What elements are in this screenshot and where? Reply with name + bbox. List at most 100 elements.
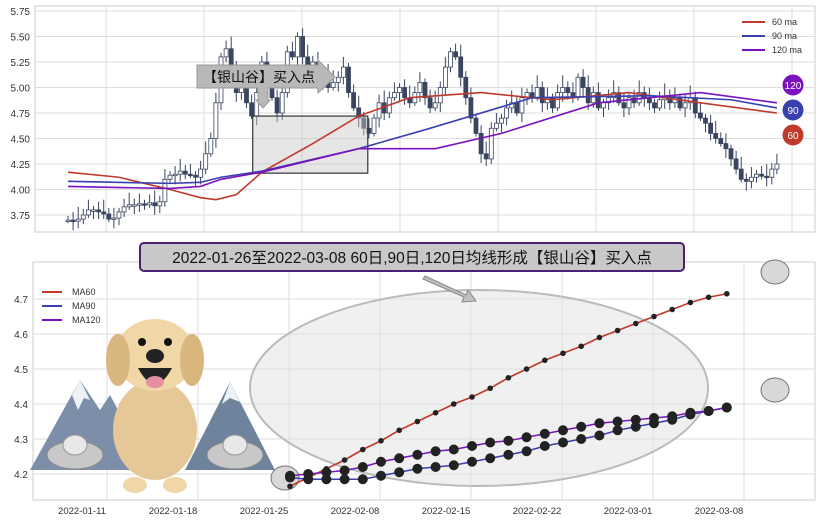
candle-up	[177, 170, 183, 175]
data-point-MA60	[705, 294, 712, 301]
candle-up	[335, 76, 341, 83]
candle-down	[228, 48, 234, 68]
candle-up	[203, 153, 209, 170]
silver-ingot-icon	[760, 377, 790, 403]
data-point-MA90	[558, 437, 568, 448]
candle-up	[560, 87, 566, 93]
candle-up	[172, 173, 178, 177]
data-point-MA120	[303, 469, 314, 479]
candle-down	[483, 153, 489, 160]
data-point-MA120	[357, 462, 368, 472]
data-point-MA120	[485, 437, 496, 448]
candle-up	[534, 87, 540, 99]
candle-down	[289, 51, 295, 58]
candle-up	[519, 97, 525, 114]
data-point-MA120	[576, 421, 587, 432]
mountain-snow	[222, 382, 240, 404]
candle-down	[743, 178, 749, 182]
chart-title-box	[139, 242, 685, 272]
candle-down	[458, 56, 464, 78]
candle-up	[682, 102, 688, 109]
candle-up	[442, 66, 448, 88]
data-point-MA60	[542, 357, 548, 364]
chart-title: 2022-01-26至2022-03-08 60日,90日,120日均线形成【银…	[172, 249, 652, 267]
candle-down	[351, 92, 357, 109]
data-point-MA60	[414, 418, 421, 425]
candle-down	[596, 92, 601, 109]
candle-up	[636, 92, 642, 104]
candle-up	[116, 211, 122, 219]
dog-nose	[146, 349, 164, 363]
candle-up	[417, 82, 423, 94]
data-point-MA90	[630, 421, 641, 432]
silver-ingot-icon	[760, 259, 790, 285]
candle-up	[601, 102, 606, 109]
x-tick-label: 2022-01-25	[240, 506, 289, 517]
candle-up	[121, 206, 127, 213]
candle-down	[70, 219, 76, 223]
candle-down	[733, 158, 739, 170]
candle-down	[193, 174, 198, 178]
candle-up	[397, 87, 402, 93]
data-point-MA60	[687, 299, 694, 306]
candle-down	[723, 143, 729, 150]
data-point-MA120	[394, 453, 405, 464]
gold-ingot-top	[222, 434, 248, 456]
candle-down	[713, 132, 719, 139]
data-point-MA60	[287, 483, 293, 490]
legend-label: MA60	[72, 287, 96, 297]
candle-up	[223, 48, 229, 58]
data-point-MA90	[594, 430, 605, 441]
dog-icon	[106, 319, 204, 493]
candle-down	[565, 87, 571, 93]
y-tick-label: 4.50	[11, 135, 31, 146]
candle-up	[167, 174, 173, 180]
data-point-MA90	[448, 460, 459, 471]
data-point-MA60	[633, 320, 639, 327]
data-point-MA120	[467, 441, 477, 451]
candle-up	[606, 97, 611, 104]
candle-down	[703, 117, 708, 124]
data-point-MA120	[667, 411, 678, 422]
candle-up	[432, 102, 438, 109]
data-point-MA90	[376, 470, 386, 481]
y-tick-label: 5.50	[11, 33, 31, 44]
ma-badge	[781, 123, 805, 147]
legend-label: 90 ma	[772, 31, 797, 41]
annotation-label: 【银山谷】买入点	[203, 69, 315, 85]
candle-up	[611, 92, 617, 99]
y-tick-label: 4.00	[11, 186, 31, 197]
candle-down	[539, 87, 545, 104]
data-point-MA90	[321, 474, 332, 485]
data-point-MA60	[523, 366, 530, 372]
candle-down	[300, 36, 306, 58]
gold-ingot-top	[62, 434, 88, 456]
x-tick-label: 2022-02-15	[422, 506, 471, 517]
candle-down	[346, 66, 351, 93]
data-point-MA90	[339, 474, 350, 485]
x-tick-label: 2022-02-08	[331, 506, 380, 517]
candle-up	[330, 82, 336, 88]
candle-up	[493, 122, 499, 129]
ma-line-120-ma	[67, 91, 778, 190]
candle-up	[86, 209, 91, 216]
data-point-MA90	[539, 441, 550, 451]
annotation-arrow-icon	[196, 58, 336, 109]
candle-down	[718, 138, 724, 144]
candle-down	[463, 76, 469, 99]
candle-down	[96, 209, 101, 213]
candle-up	[769, 168, 775, 178]
plot-area	[34, 5, 816, 233]
candle-down	[585, 87, 591, 104]
y-tick-label: 5.00	[11, 84, 31, 95]
candle-up	[391, 92, 397, 99]
data-point-MA90	[430, 462, 441, 472]
data-point-MA60	[451, 401, 457, 407]
x-tick-label: 2022-03-08	[695, 506, 744, 517]
candle-up	[371, 117, 377, 134]
data-point-MA90	[412, 463, 423, 474]
data-point-MA60	[360, 446, 366, 453]
candle-down	[453, 51, 459, 58]
candle-up	[448, 51, 453, 68]
